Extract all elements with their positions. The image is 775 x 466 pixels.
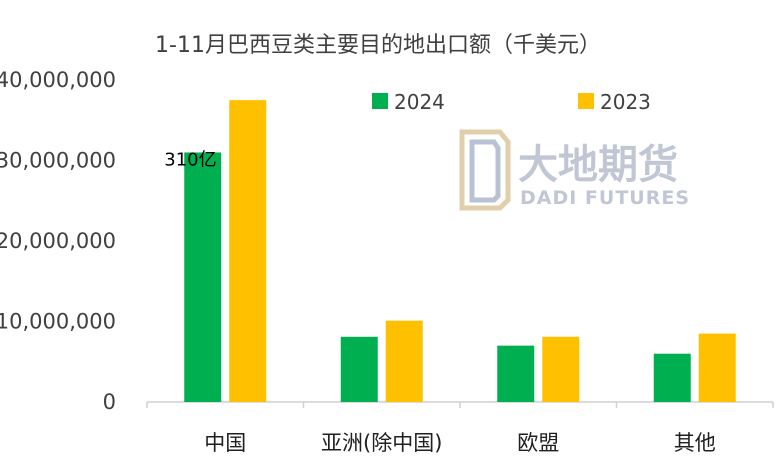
x-tick-label: 欧盟: [517, 431, 559, 455]
bar-2024-2: [497, 345, 535, 402]
dadi-logo-icon: [459, 129, 511, 211]
legend-label-2024: 2024: [394, 90, 445, 114]
x-tick-label: 亚洲(除中国): [321, 431, 442, 455]
bar-2023-0: [229, 100, 267, 402]
y-tick-label: 10,000,000: [0, 310, 116, 334]
bars: [184, 100, 736, 402]
chart-title: 1-11月巴西豆类主要目的地出口额（千美元）: [155, 33, 601, 58]
x-tick-label: 其他: [674, 431, 716, 455]
y-tick-label: 0: [103, 390, 116, 414]
y-tick-label: 30,000,000: [0, 149, 116, 173]
legend-label-2023: 2023: [600, 90, 651, 114]
bar-2023-1: [385, 320, 423, 402]
bar-2024-3: [653, 353, 691, 402]
bar-2023-2: [542, 336, 580, 402]
y-axis: 0 10,000,000 20,000,000 30,000,000 40,000,00…: [0, 68, 116, 414]
watermark: 大地期货 DADI FUTURES: [459, 129, 690, 211]
category-separators: [146, 402, 774, 408]
legend: 2024 2023: [372, 90, 651, 114]
bar-2023-3: [698, 333, 736, 402]
x-axis: 中国 亚洲(除中国) 欧盟 其他: [204, 431, 716, 455]
y-tick-label: 40,000,000: [0, 68, 116, 92]
watermark-en: DADI FUTURES: [520, 187, 690, 209]
annotations: 310亿: [164, 149, 216, 170]
annotation-label: 310亿: [164, 149, 216, 170]
bar-2024-1: [340, 336, 378, 402]
watermark-cn: 大地期货: [518, 142, 678, 188]
bar-2024-0: [184, 152, 222, 402]
x-tick-label: 中国: [204, 431, 246, 455]
y-tick-label: 20,000,000: [0, 229, 116, 253]
legend-swatch-2024: [372, 93, 388, 109]
legend-swatch-2023: [578, 93, 594, 109]
